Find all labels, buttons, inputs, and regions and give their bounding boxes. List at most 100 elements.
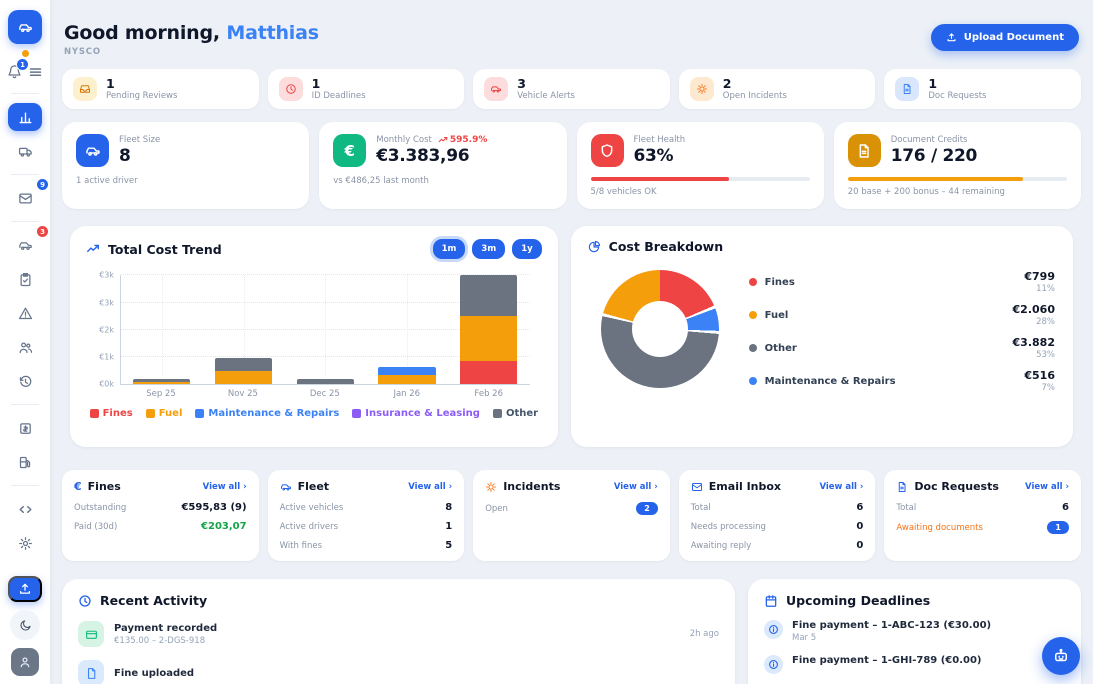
cost-trend-bar [215, 358, 273, 385]
cost-trend-plot: €0k €1k €2k €3k €3k [99, 271, 530, 389]
summary-row: Paid (30d) €203,07 [74, 521, 247, 533]
legend-dot [748, 377, 757, 386]
inbox-badge: 9 [36, 178, 49, 191]
incident-icon [689, 77, 714, 102]
clipboard-icon [20, 272, 30, 286]
sidebar-upload-button[interactable] [8, 576, 42, 602]
summary-row: Awaiting reply 0 [690, 540, 864, 552]
people-icon [19, 342, 32, 353]
deadline-item[interactable]: Fine payment – 1-GHI-789 (€0.00) [764, 655, 1065, 675]
view-all-doc-requests-link[interactable]: View all › [1025, 481, 1069, 492]
sidebar-item-history[interactable] [8, 367, 42, 395]
upload-document-button[interactable]: Upload Document [930, 24, 1079, 51]
summary-card-incidents: Incidents View all › Open 2 [473, 470, 670, 562]
warning-triangle-icon [18, 307, 32, 319]
sidebar-item-developer[interactable] [8, 495, 42, 523]
stat-card-doc-requests[interactable]: 1 Doc Requests [884, 69, 1081, 110]
envelope-icon [691, 482, 702, 491]
activity-item[interactable]: Payment recorded €135.00 – 2-DGS-918 2h … [78, 621, 719, 648]
y-axis-tick: €2k [99, 325, 114, 335]
activity-item[interactable]: Fine uploaded [78, 660, 719, 684]
fuel-pump-icon [19, 456, 30, 468]
sidebar-item-fleet[interactable]: 3 [8, 225, 49, 259]
calendar-icon [765, 594, 777, 607]
info-circle-icon [764, 620, 783, 640]
stat-card-pending-reviews[interactable]: 1 Pending Reviews [62, 69, 259, 110]
sidebar-item-incidents[interactable] [8, 299, 42, 327]
sidebar-item-settings[interactable] [8, 529, 42, 557]
summary-row: Total 6 [690, 502, 864, 514]
summary-row: Active drivers 1 [279, 521, 453, 533]
legend-dot [748, 278, 757, 287]
euro-icon: € [74, 480, 82, 494]
cost-breakdown-legend: Fines €799 11% Fuel €2.060 28% Other €3.88… [748, 270, 1057, 393]
document-icon [847, 134, 881, 168]
sidebar-item-inbox[interactable]: 9 [8, 178, 49, 212]
y-axis-tick: €0k [99, 379, 114, 389]
view-all-incidents-link[interactable]: View all › [613, 481, 658, 492]
page-header: Good morning, Matthias NYSCO Upload Docu… [62, 14, 1081, 57]
info-circle-icon [764, 655, 783, 675]
summary-row: Active vehicles 8 [279, 502, 453, 514]
sidebar-item-vehicles[interactable] [8, 137, 42, 165]
menu-hamburger-icon[interactable] [28, 64, 43, 79]
y-axis-tick: €1k [99, 352, 114, 362]
x-axis-label: Jan 26 [393, 389, 421, 400]
fleet-size-value: 8 [119, 146, 131, 167]
sidebar-item-tasks[interactable] [8, 265, 42, 293]
upcoming-deadlines-card: Upcoming Deadlines Fine payment – 1-ABC-… [748, 579, 1081, 684]
view-all-fleet-link[interactable]: View all › [408, 481, 453, 492]
trend-up-icon [438, 137, 448, 143]
summary-row: Open 2 [485, 502, 658, 516]
legend-item-other: Other €3.882 53% [748, 336, 1055, 360]
car-icon [484, 77, 509, 102]
document-credits-progress [847, 177, 1067, 182]
deadline-item[interactable]: Fine payment – 1-ABC-123 (€30.00) Mar 5 [764, 620, 1065, 643]
sidebar-item-dashboard[interactable] [8, 103, 42, 131]
ai-assistant-button[interactable] [1042, 637, 1080, 675]
fleet-health-progress [590, 177, 810, 182]
cost-trend-bar [378, 366, 436, 385]
notifications-bell-icon[interactable]: 1 [7, 58, 29, 79]
app-logo[interactable] [8, 10, 42, 44]
divider [11, 221, 39, 222]
x-axis-label: Nov 25 [227, 389, 258, 400]
summary-row: With fines 5 [279, 540, 453, 552]
summary-card-doc-requests: Doc Requests View all › Total 6 Awaiting … [884, 470, 1081, 562]
invoice-icon [19, 422, 31, 434]
stat-card-open-incidents[interactable]: 2 Open Incidents [678, 69, 876, 110]
inbox-tray-icon [73, 77, 97, 102]
x-axis-label: Dec 25 [309, 389, 340, 400]
legend-item-fuel: Fuel €2.060 28% [748, 303, 1055, 327]
range-button-1y[interactable]: 1y [512, 239, 542, 260]
range-button-3m[interactable]: 3m [472, 239, 506, 260]
clock-alert-icon [278, 77, 303, 102]
legend-dot [748, 344, 757, 353]
sidebar-item-invoices[interactable] [8, 414, 42, 442]
user-avatar[interactable] [11, 648, 39, 676]
cost-trend-bar [460, 275, 518, 385]
payment-icon [78, 621, 104, 648]
car-icon [76, 134, 109, 168]
car-icon [18, 241, 32, 250]
sidebar-item-fuel[interactable] [8, 448, 42, 476]
range-button-1m[interactable]: 1m [432, 239, 466, 260]
dark-mode-toggle[interactable] [10, 610, 40, 640]
summary-row: Awaiting documents 1 [896, 521, 1069, 535]
company-name: NYSCO [64, 47, 101, 57]
user-name: Matthias [226, 22, 319, 44]
sidebar-item-drivers[interactable] [8, 333, 42, 361]
cost-trend-bar [133, 378, 191, 385]
car-logo-icon [18, 20, 33, 35]
bar-chart-icon [19, 111, 31, 123]
kpi-card-fleet-health: Fleet Health 63% 5/8 vehicles OK [576, 122, 824, 210]
view-all-email-link[interactable]: View all › [819, 481, 864, 492]
view-all-fines-link[interactable]: View all › [202, 481, 247, 492]
stat-card-id-deadlines[interactable]: 1 ID Deadlines [267, 69, 465, 110]
x-axis-label: Sep 25 [146, 389, 176, 400]
person-icon [20, 657, 30, 668]
stat-card-vehicle-alerts[interactable]: 3 Vehicle Alerts [473, 69, 670, 110]
kpi-card-monthly-cost: € Monthly Cost 595.9% €3.383,96 vs €486,… [319, 122, 567, 210]
cost-breakdown-card: Cost Breakdown Fines €799 11% Fuel [570, 226, 1073, 448]
